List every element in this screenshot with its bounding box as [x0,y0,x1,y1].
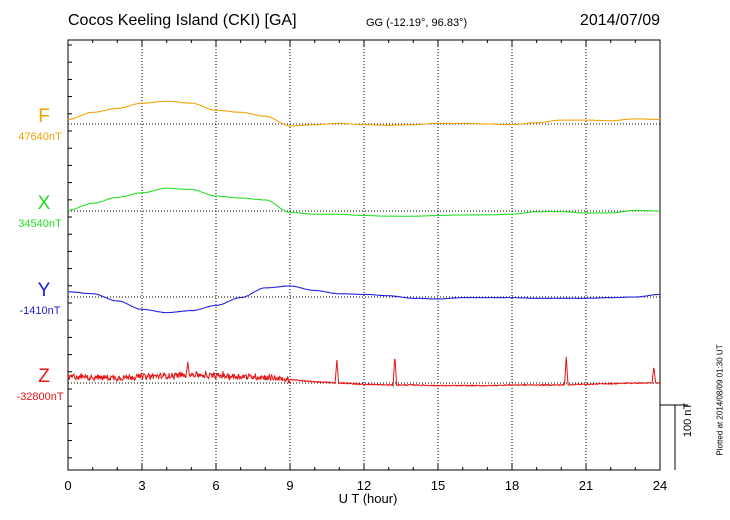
series-line-y [67,285,661,314]
baseline-value-y: -1410nT [19,305,61,317]
series-line-x [67,187,661,217]
x-axis-label: U T (hour) [338,491,398,506]
x-tick-label: 24 [652,478,668,493]
chart-title: Cocos Keeling Island (CKI) [GA] [68,12,297,29]
x-tick-label: 15 [430,478,446,493]
baseline-value-f: 47640nT [18,131,62,143]
x-tick-label: 12 [356,478,372,493]
component-letter-y: Y [37,280,51,301]
x-tick-label: 0 [64,478,72,493]
plotted-timestamp: Plotted at 2014/08/09 01:30 UT [715,344,725,456]
station-coordinates: GG (-12.19°, 96.83°) [366,17,468,29]
series-line-f [67,100,661,127]
x-tick-label: 21 [578,478,594,493]
x-tick-label: 9 [286,478,294,493]
baseline-value-z: -32800nT [16,391,64,403]
series-line-z [67,356,661,388]
x-tick-label: 3 [138,478,146,493]
plot-frame [67,39,661,471]
x-tick-label: 18 [504,478,520,493]
baseline-value-x: 34540nT [18,218,62,230]
scale-bar-label: 100 nT [682,402,694,438]
chart-date: 2014/07/09 [579,12,660,29]
component-letter-f: F [38,106,50,127]
component-letter-x: X [37,193,51,214]
component-letter-z: Z [38,366,50,387]
x-tick-label: 6 [212,478,220,493]
